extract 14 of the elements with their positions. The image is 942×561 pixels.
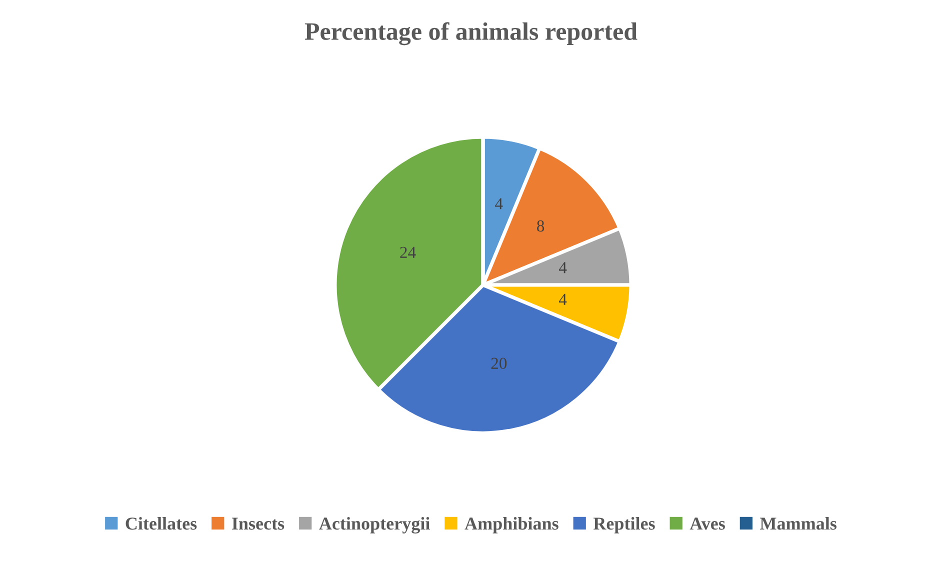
data-label: 4: [495, 198, 503, 210]
data-label: 24: [400, 246, 416, 258]
chart-title: Percentage of animals reported: [304, 22, 638, 46]
legend-label: Aves: [690, 518, 725, 530]
legend-label: Citellates: [126, 517, 197, 530]
legend-label: Insects: [232, 518, 284, 530]
legend-label: Mammals: [760, 517, 836, 530]
data-label: 4: [558, 294, 567, 305]
legend-label: Amphibians: [464, 517, 558, 534]
legend-label: Actinopterygii: [319, 517, 430, 534]
legend-label: Reptiles: [593, 517, 655, 534]
data-label: 20: [491, 358, 507, 370]
data-label: 4: [558, 262, 567, 274]
data-label: 8: [537, 220, 544, 232]
